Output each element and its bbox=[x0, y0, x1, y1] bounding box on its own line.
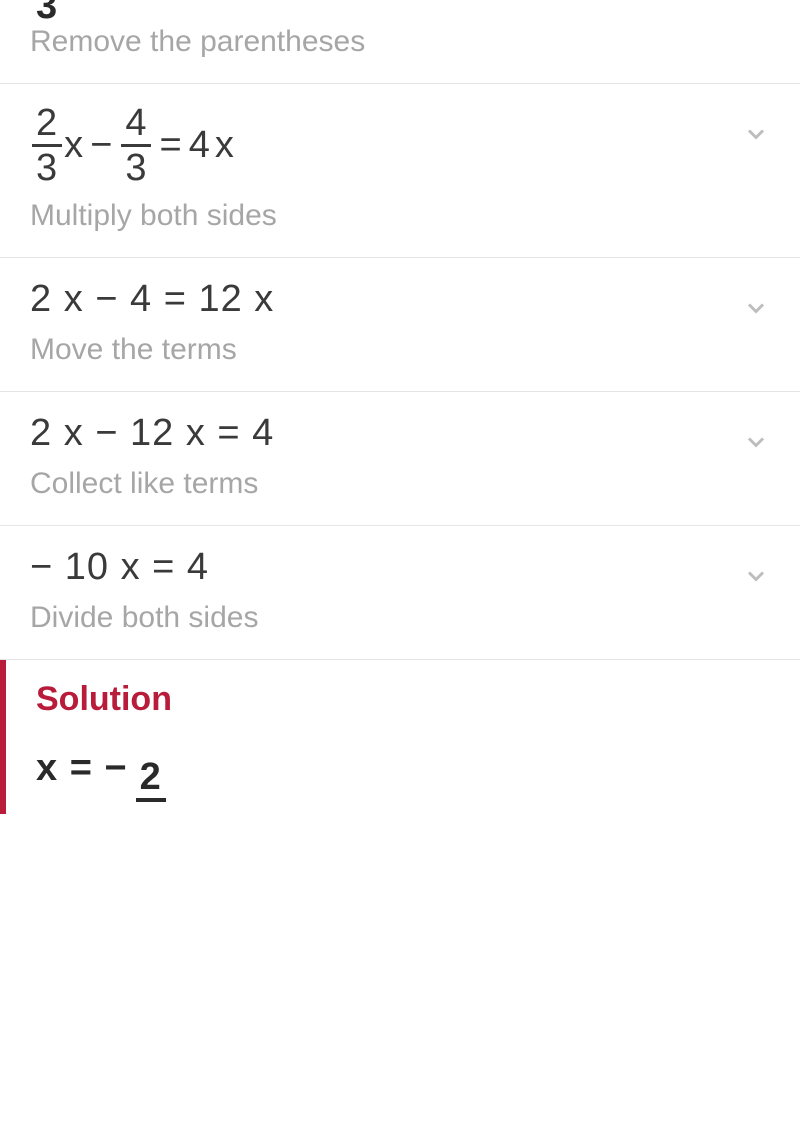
equation: 2 x − 12 x = 4 bbox=[30, 412, 770, 455]
math-steps-container: 3 … Remove the parentheses 2 3 x − 4 3 =… bbox=[0, 0, 800, 814]
step-caption: Remove the parentheses bbox=[30, 25, 770, 59]
chevron-down-icon[interactable] bbox=[742, 294, 770, 327]
chevron-down-icon[interactable] bbox=[742, 562, 770, 595]
solution-label: Solution bbox=[36, 680, 770, 719]
step-multiply-both-sides[interactable]: 2 3 x − 4 3 = 4 x Multiply both sides bbox=[0, 84, 800, 258]
equation: 2 x − 4 = 12 x bbox=[30, 278, 770, 321]
step-caption: Move the terms bbox=[30, 333, 770, 367]
equation-partial: 3 … bbox=[30, 0, 770, 25]
chevron-down-icon[interactable] bbox=[742, 120, 770, 153]
solution-block: Solution x = − 2 bbox=[0, 660, 800, 814]
equation: 2 3 x − 4 3 = 4 x bbox=[30, 104, 770, 187]
step-caption: Multiply both sides bbox=[30, 199, 770, 233]
chevron-down-icon[interactable] bbox=[742, 428, 770, 461]
step-remove-parentheses[interactable]: 3 … Remove the parentheses bbox=[0, 0, 800, 84]
step-caption: Divide both sides bbox=[30, 601, 770, 635]
solution-equation: x = − 2 bbox=[36, 747, 770, 790]
step-collect-like-terms[interactable]: 2 x − 12 x = 4 Collect like terms bbox=[0, 392, 800, 526]
step-caption: Collect like terms bbox=[30, 467, 770, 501]
fraction-denominator: 3 bbox=[32, 0, 61, 25]
equation: − 10 x = 4 bbox=[30, 546, 770, 589]
step-move-terms[interactable]: 2 x − 4 = 12 x Move the terms bbox=[0, 258, 800, 392]
step-divide-both-sides[interactable]: − 10 x = 4 Divide both sides bbox=[0, 526, 800, 660]
